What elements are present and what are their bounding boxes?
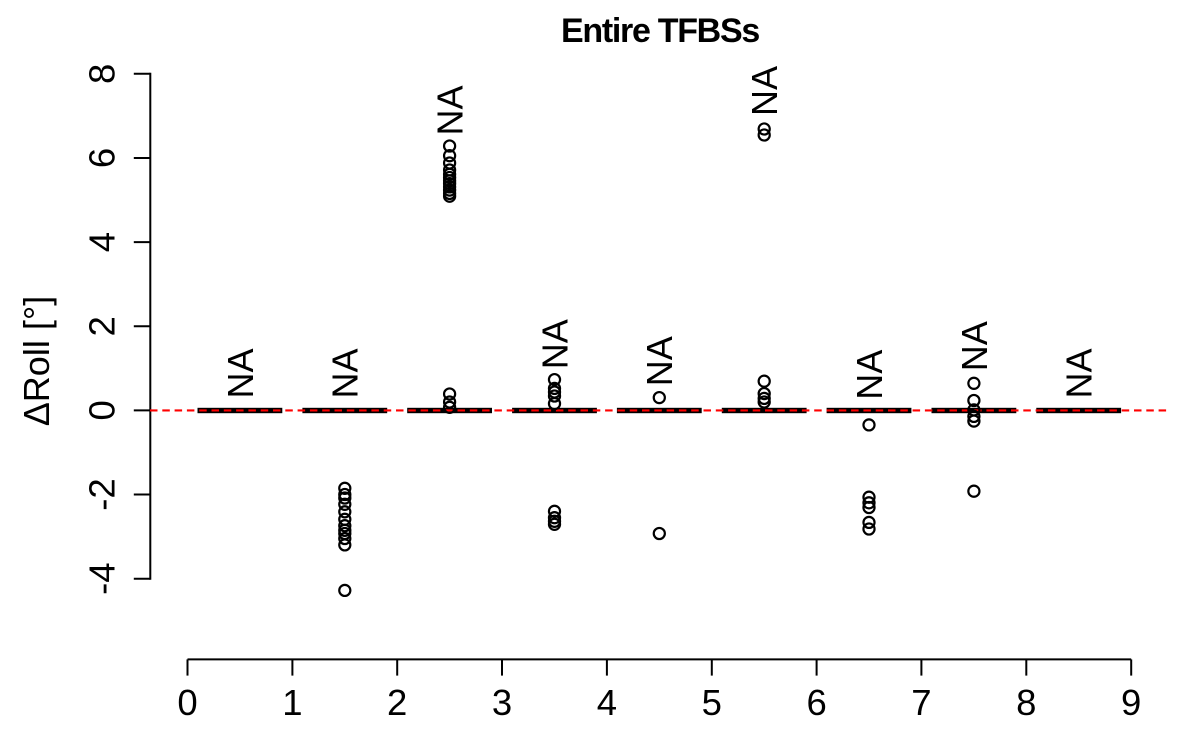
svg-text:NA: NA xyxy=(220,348,261,398)
svg-text:ΔRoll [°]: ΔRoll [°] xyxy=(16,296,57,426)
svg-text:4: 4 xyxy=(82,232,123,252)
svg-text:6: 6 xyxy=(82,148,123,168)
svg-text:NA: NA xyxy=(639,336,680,386)
svg-text:2: 2 xyxy=(387,682,407,723)
svg-text:NA: NA xyxy=(849,350,890,400)
svg-text:7: 7 xyxy=(911,682,931,723)
svg-text:NA: NA xyxy=(534,319,575,369)
svg-text:NA: NA xyxy=(430,85,471,135)
svg-text:NA: NA xyxy=(325,348,366,398)
svg-text:0: 0 xyxy=(82,400,123,420)
svg-text:-2: -2 xyxy=(82,478,123,510)
svg-text:9: 9 xyxy=(1121,682,1141,723)
svg-text:2: 2 xyxy=(82,316,123,336)
svg-text:-4: -4 xyxy=(82,562,123,594)
svg-text:Entire TFBSs: Entire TFBSs xyxy=(561,12,759,50)
svg-text:5: 5 xyxy=(702,682,722,723)
svg-text:4: 4 xyxy=(597,682,617,723)
svg-text:1: 1 xyxy=(282,682,302,723)
svg-text:NA: NA xyxy=(744,66,785,116)
svg-text:0: 0 xyxy=(177,682,197,723)
svg-text:8: 8 xyxy=(82,64,123,84)
svg-text:NA: NA xyxy=(1059,348,1100,398)
svg-text:3: 3 xyxy=(492,682,512,723)
svg-text:8: 8 xyxy=(1016,682,1036,723)
svg-text:NA: NA xyxy=(954,321,995,371)
svg-text:6: 6 xyxy=(806,682,826,723)
